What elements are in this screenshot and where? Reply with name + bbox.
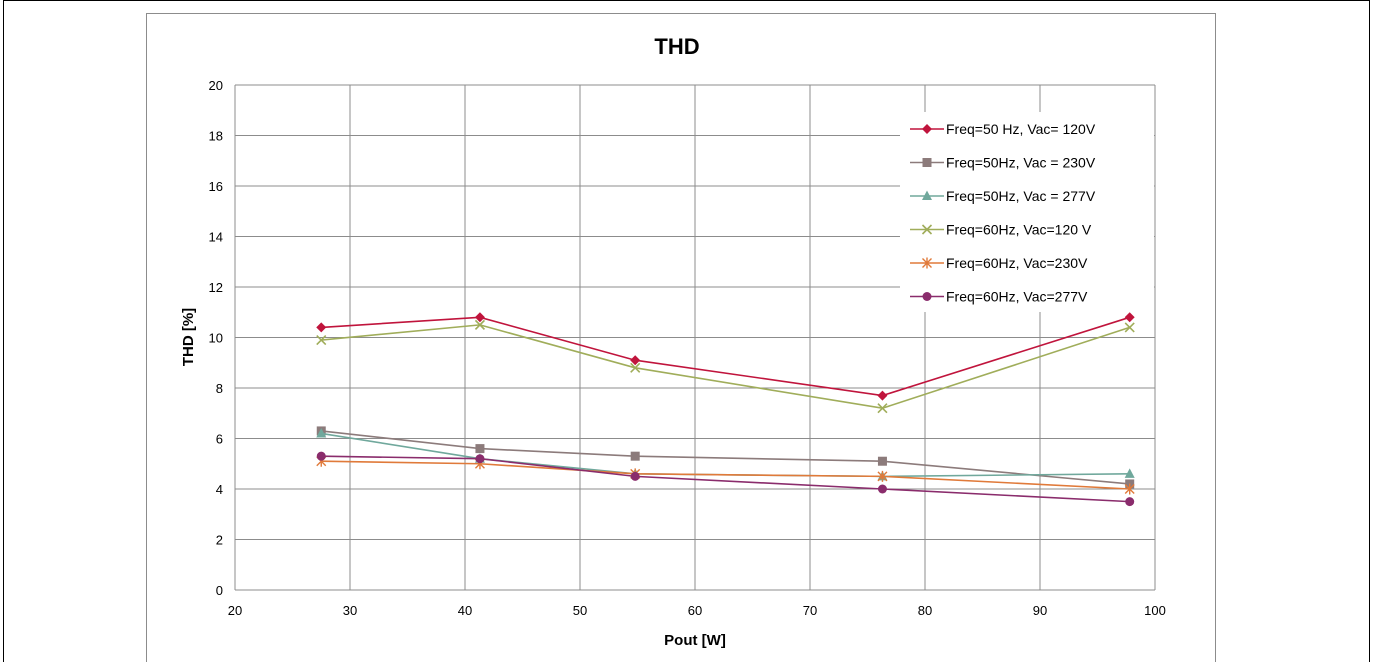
data-point <box>474 319 486 330</box>
series-4 <box>316 319 1135 414</box>
series-6 <box>316 451 1135 507</box>
data-point <box>1124 312 1135 323</box>
data-point <box>877 390 888 401</box>
x-tick-label: 20 <box>228 603 242 618</box>
x-tick-label: 80 <box>918 603 932 618</box>
x-tick-label: 30 <box>343 603 357 618</box>
x-tick-label: 40 <box>458 603 472 618</box>
data-point <box>877 403 888 414</box>
legend-item: Freq=60Hz, Vac=230V <box>910 255 1088 271</box>
y-tick-label: 8 <box>216 381 223 396</box>
data-point <box>630 451 640 461</box>
legend-marker <box>922 190 932 200</box>
data-point <box>316 451 326 461</box>
y-tick-labels: 0 2 4 6 8 10 12 14 16 18 20 <box>209 78 223 598</box>
chart-title: THD <box>654 34 699 59</box>
data-point <box>316 334 327 346</box>
data-point <box>877 456 887 466</box>
y-tick-label: 12 <box>209 280 223 295</box>
data-point <box>316 322 327 333</box>
legend-item: Freq=50 Hz, Vac= 120V <box>910 121 1096 137</box>
y-tick-label: 16 <box>209 179 223 194</box>
x-axis-label: Pout [W] <box>664 632 726 649</box>
data-point <box>1124 468 1135 478</box>
x-tick-label: 100 <box>1144 603 1166 618</box>
legend-marker <box>921 224 933 235</box>
y-tick-label: 18 <box>209 129 223 144</box>
data-point <box>630 471 640 481</box>
legend-item: Freq=50Hz, Vac = 230V <box>910 155 1096 171</box>
data-point <box>475 454 485 464</box>
y-axis-label: THD [%] <box>180 308 197 366</box>
legend-label: Freq=60Hz, Vac=230V <box>946 255 1088 271</box>
y-tick-label: 20 <box>209 78 223 93</box>
y-tick-label: 4 <box>216 482 223 497</box>
data-point <box>316 427 327 438</box>
legend-item: Freq=60Hz, Vac=120 V <box>910 222 1092 238</box>
legend-background <box>900 112 1154 312</box>
x-tick-label: 70 <box>803 603 817 618</box>
legend-marker <box>922 124 932 134</box>
data-point <box>475 444 485 454</box>
data-point <box>1125 497 1135 507</box>
y-tick-label: 10 <box>209 331 223 346</box>
legend-marker <box>922 158 932 167</box>
x-tick-labels: 20 30 40 50 60 70 80 90 100 <box>228 603 1166 618</box>
x-tick-label: 60 <box>688 603 702 618</box>
x-tick-label: 50 <box>573 603 587 618</box>
grid-lines <box>234 84 1156 591</box>
legend-label: Freq=50 Hz, Vac= 120V <box>946 121 1096 137</box>
legend-label: Freq=50Hz, Vac = 230V <box>946 155 1096 171</box>
data-point <box>1124 322 1135 333</box>
legend-item: Freq=50Hz, Vac = 277V <box>910 188 1096 204</box>
data-point <box>877 470 888 482</box>
data-point <box>630 355 641 366</box>
legend-marker <box>922 257 932 269</box>
y-tick-label: 0 <box>216 583 223 598</box>
data-point <box>877 484 887 494</box>
data-point <box>474 312 485 323</box>
legend-item: Freq=60Hz, Vac=277V <box>910 289 1088 305</box>
x-tick-label: 90 <box>1033 603 1047 618</box>
y-tick-label: 2 <box>216 533 223 548</box>
legend-label: Freq=50Hz, Vac = 277V <box>946 188 1096 204</box>
legend-label: Freq=60Hz, Vac=120 V <box>946 222 1092 238</box>
legend-marker <box>922 292 932 301</box>
y-tick-label: 6 <box>216 432 223 447</box>
data-point <box>1124 483 1135 495</box>
series-1 <box>316 312 1135 401</box>
y-tick-label: 14 <box>209 230 223 245</box>
legend-label: Freq=60Hz, Vac=277V <box>946 289 1088 305</box>
legend: Freq=50 Hz, Vac= 120V Freq=50Hz, Vac = 23… <box>900 112 1154 312</box>
data-point <box>630 362 641 373</box>
series-group <box>316 312 1135 507</box>
